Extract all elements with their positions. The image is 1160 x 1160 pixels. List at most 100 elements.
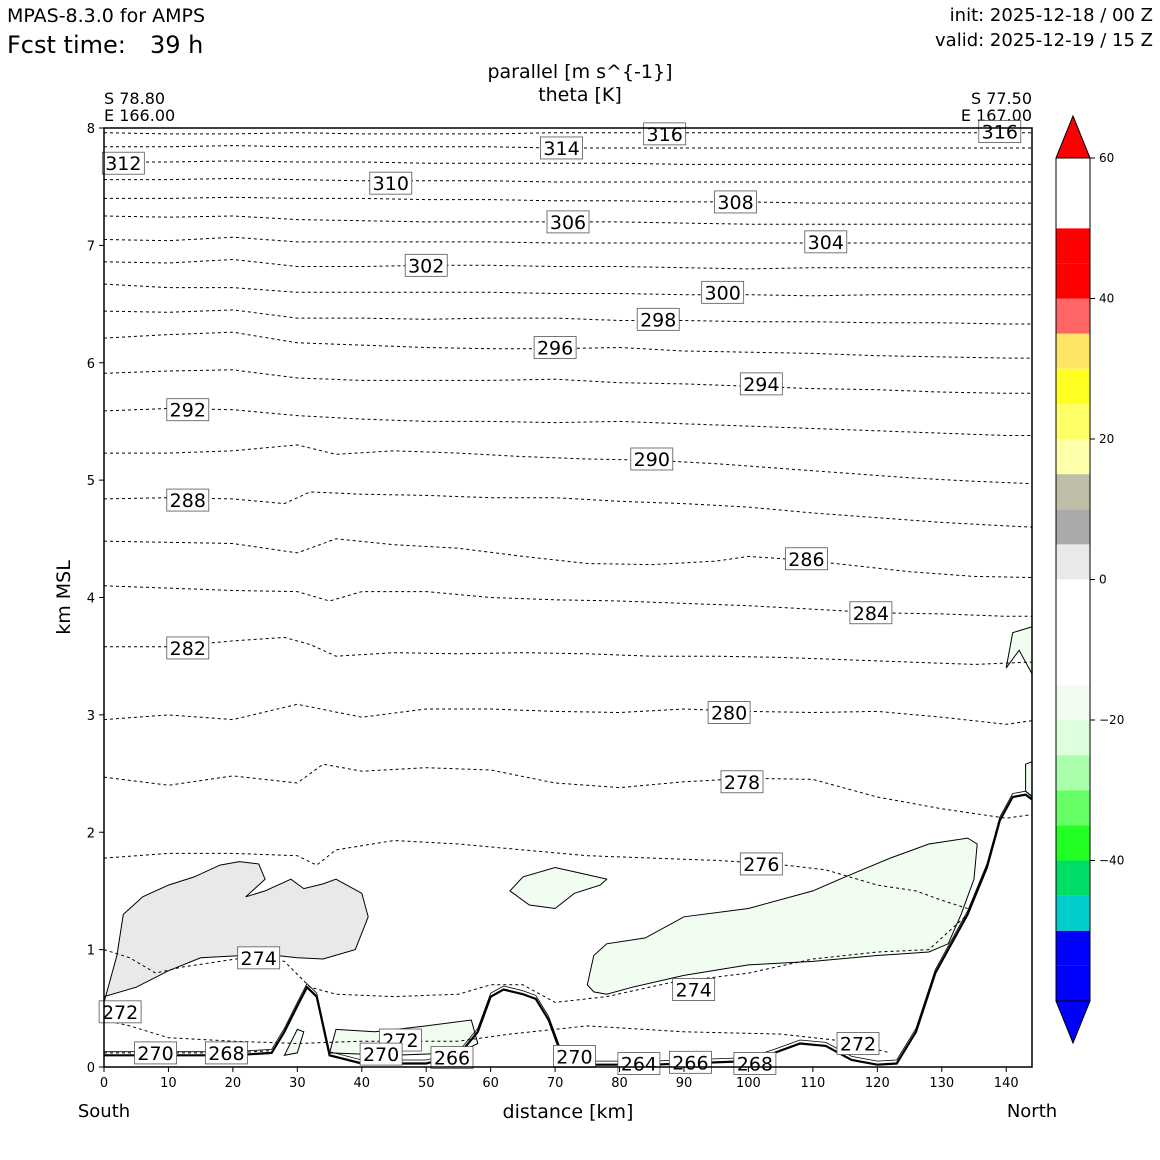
left-endpoint-lat: S 78.80 — [104, 89, 166, 108]
contour-label-box — [166, 398, 210, 422]
colorbar-extend-min — [1055, 1000, 1091, 1045]
contour-label-box — [739, 372, 783, 396]
contour-label: 300 — [701, 280, 745, 304]
x-tick-label: 50 — [418, 1076, 435, 1091]
chart-title-line2: theta [K] — [538, 84, 622, 106]
contour-label: 284 — [849, 601, 893, 625]
contour-label-box — [849, 601, 893, 625]
theta-contour-310 — [104, 177, 1032, 183]
colorbar: −40 −20 0 20 40 60 — [1055, 114, 1124, 1045]
model-name: MPAS-8.3.0 for AMPS — [7, 5, 206, 27]
contour-label-text: 302 — [408, 255, 444, 277]
contour-labels-layer: 312 314 316 316 310 308 306 304 302 300 298 296 294 2… — [98, 120, 1022, 1075]
contour-label-text: 274 — [241, 948, 277, 970]
theta-contour-292 — [103, 407, 1032, 436]
colorbar-cell — [1056, 825, 1090, 861]
contour-label-box — [739, 852, 783, 876]
contour-label-box — [636, 307, 680, 331]
y-tick-label: 5 — [87, 474, 95, 489]
theta-contour-286 — [103, 538, 1033, 578]
y-tick-label: 7 — [87, 239, 95, 254]
colorbar-cell — [1056, 720, 1090, 756]
x-tick-label: 20 — [225, 1076, 242, 1091]
colorbar-cell — [1056, 930, 1090, 966]
forecast-time-value: 39 h — [150, 31, 204, 59]
contour-label-text: 268 — [737, 1053, 773, 1075]
contour-label-text: 308 — [717, 192, 753, 214]
contour-label-box — [166, 488, 210, 512]
left-endpoint-coords: S 78.80 E 166.00 — [104, 90, 175, 124]
right-endpoint-coords: S 77.50 E 167.00 — [961, 90, 1032, 124]
colorbar-cell — [1056, 965, 1090, 1001]
contour-label-box — [630, 447, 674, 471]
contour-label-text: 278 — [724, 772, 760, 794]
contour-label: 276 — [739, 852, 783, 876]
theta-contour-288 — [103, 491, 1033, 528]
contour-label: 266 — [669, 1050, 712, 1074]
contour-label: 316 — [978, 120, 1022, 144]
contour-label: 278 — [720, 770, 764, 794]
colorbar-cell — [1056, 579, 1090, 615]
contour-label-box — [166, 636, 210, 660]
contour-label-box — [533, 336, 577, 359]
theta-contour-294 — [103, 369, 1032, 394]
theta-contour-304 — [103, 236, 1032, 244]
contour-label: 268 — [733, 1052, 777, 1075]
colorbar-cell — [1056, 544, 1090, 580]
contour-label-box — [359, 1042, 403, 1066]
contour-label: 286 — [785, 547, 828, 571]
contour-label: 282 — [166, 636, 210, 660]
contour-label-text: 272 — [102, 1002, 138, 1024]
valid-time: valid: 2025-12-19 / 15 Z — [935, 30, 1153, 51]
right-endpoint-lon: E 167.00 — [960, 106, 1032, 125]
contour-label-text: 312 — [105, 153, 141, 175]
colorbar-tick-label: 0 — [1099, 573, 1107, 587]
x-tick-label: 80 — [611, 1076, 628, 1091]
contour-label-box — [785, 547, 828, 571]
contour-label-text: 284 — [853, 603, 889, 625]
colorbar-tick-label: 40 — [1099, 292, 1114, 306]
contour-label-box — [205, 1041, 248, 1065]
contour-label-box — [617, 1052, 661, 1075]
contour-label-text: 300 — [705, 282, 741, 304]
colorbar-tick-label: 20 — [1099, 432, 1114, 446]
axes-layer: 0 10 20 30 40 50 60 70 80 90 100 110 120 130 140 0 1 2 3 4 5… — [87, 122, 1019, 1091]
contour-label-box — [98, 1000, 142, 1024]
colorbar-tick-label: −20 — [1099, 713, 1124, 727]
direction-left-label: South — [78, 1101, 130, 1122]
forecast-time-label: Fcst time: — [7, 31, 126, 59]
x-tick-label: 70 — [547, 1076, 564, 1091]
contour-label-text: 304 — [808, 232, 844, 254]
y-tick-label: 0 — [87, 1061, 95, 1076]
theta-contour-296 — [103, 331, 1032, 359]
theta-contour-282 — [104, 636, 1033, 665]
contour-label: 290 — [630, 447, 674, 471]
x-tick-label: 130 — [929, 1076, 954, 1091]
colorbar-cell — [1056, 755, 1090, 791]
contour-label: 304 — [804, 230, 848, 254]
contour-label-text: 286 — [788, 549, 824, 571]
contour-label: 306 — [546, 210, 590, 234]
contour-label: 274 — [672, 978, 716, 1002]
theta-contour-314 — [104, 145, 1032, 149]
x-tick-label: 100 — [736, 1076, 761, 1091]
contour-label-text: 268 — [208, 1043, 244, 1065]
wind-shading-layer — [103, 626, 1033, 1056]
contour-label: 280 — [707, 701, 751, 725]
y-axis-label: km MSL — [53, 560, 75, 635]
colorbar-cell — [1056, 403, 1090, 439]
contour-label: 302 — [404, 253, 448, 277]
contour-label-box — [134, 1041, 177, 1065]
colorbar-cell — [1056, 649, 1090, 685]
colorbar-cell — [1056, 193, 1090, 229]
theta-contour-272 — [103, 1019, 891, 1054]
contour-label-box — [701, 280, 745, 304]
contour-label-text: 314 — [543, 138, 579, 160]
x-tick-label: 60 — [482, 1076, 499, 1091]
contour-label-text: 298 — [640, 309, 676, 331]
contour-label-text: 280 — [711, 703, 747, 725]
contour-label: 272 — [98, 1000, 142, 1024]
contour-label: 298 — [636, 307, 680, 331]
contour-label-text: 316 — [982, 122, 1018, 144]
contour-label-text: 310 — [373, 173, 409, 195]
